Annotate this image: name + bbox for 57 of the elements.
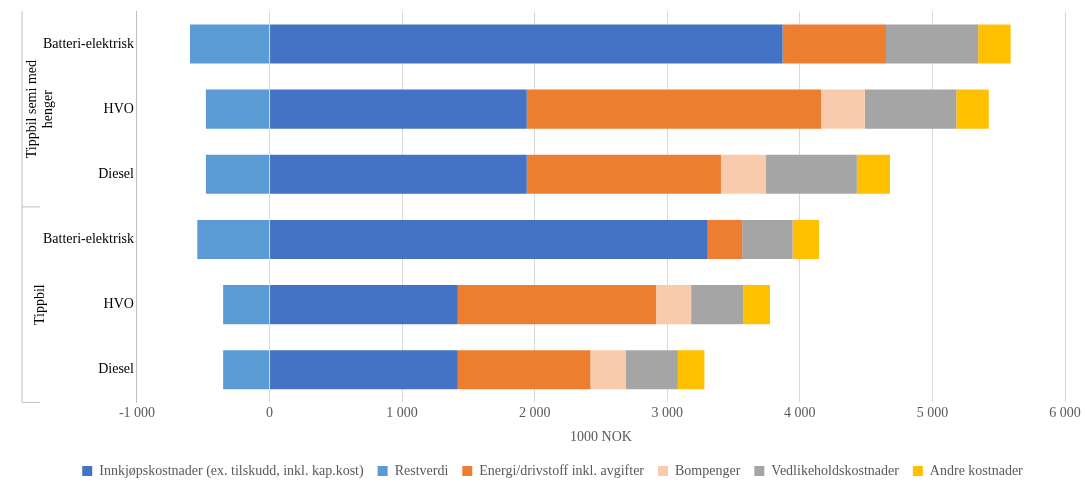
bar xyxy=(742,219,793,260)
legend-label: Andre kostnader xyxy=(929,462,1024,478)
bar xyxy=(590,350,626,390)
bar xyxy=(956,89,989,129)
bar xyxy=(856,154,890,194)
x-tick-label: 4 000 xyxy=(784,405,816,421)
bar xyxy=(691,285,744,325)
y-tick-label: Batteri-elektrisk xyxy=(43,231,134,247)
x-tick-label: 3 000 xyxy=(651,405,684,421)
bar xyxy=(205,154,270,194)
y-tick-label: Diesel xyxy=(98,165,135,181)
bar xyxy=(625,350,678,390)
bar xyxy=(270,219,708,260)
legend-label: Innkjøpskostnader (ex. tilskudd, inkl. kap.kost) xyxy=(99,462,364,479)
bar xyxy=(223,285,270,325)
bar xyxy=(270,154,527,194)
text: Tippbil semi med henger xyxy=(23,60,55,159)
bar xyxy=(223,350,270,390)
bar xyxy=(270,24,783,64)
y-tick-label: Diesel xyxy=(98,361,135,377)
bar xyxy=(978,24,1011,64)
bar xyxy=(270,350,458,390)
bar xyxy=(743,285,771,325)
y-tick-label: HVO xyxy=(103,296,134,312)
bar xyxy=(457,350,591,390)
text: Tippbil xyxy=(31,284,47,326)
x-tick-label: 2 000 xyxy=(518,405,551,421)
bar xyxy=(526,154,721,194)
x-tick-label: 1 000 xyxy=(386,405,418,421)
x-tick-label: 5 000 xyxy=(916,405,949,421)
bar xyxy=(190,24,270,64)
bar xyxy=(457,285,656,325)
bar xyxy=(656,285,692,325)
bar xyxy=(821,89,865,129)
y-tick-label: Batteri-elektrisk xyxy=(43,35,134,51)
x-tick-label: 6 000 xyxy=(1049,405,1081,421)
bar xyxy=(270,89,527,129)
bar xyxy=(792,219,820,260)
legend-label: Vedlikeholdskostnader xyxy=(771,462,900,478)
legend-label: Restverdi xyxy=(394,462,449,478)
bar xyxy=(707,219,743,260)
legend-label: Bompenger xyxy=(675,462,741,478)
y-tick-label: HVO xyxy=(103,100,134,116)
bar xyxy=(766,154,857,194)
bar xyxy=(526,89,822,129)
x-tick-label: -1 000 xyxy=(118,405,156,421)
bar xyxy=(864,89,957,129)
x-tick-label: 0 xyxy=(266,405,274,421)
bar xyxy=(886,24,979,64)
bar xyxy=(677,350,705,390)
x-axis-title: 1000 NOK xyxy=(570,429,632,445)
bar xyxy=(782,24,887,64)
legend-label: Energi/drivstoff inkl. avgifter xyxy=(479,462,645,478)
bar xyxy=(197,219,270,260)
bar xyxy=(720,154,767,194)
bar xyxy=(270,285,458,325)
bar xyxy=(205,89,270,129)
